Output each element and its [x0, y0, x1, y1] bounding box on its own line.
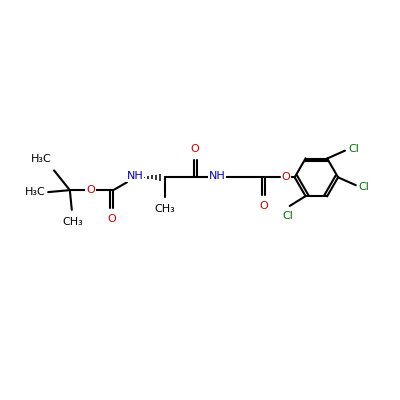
Text: O: O [108, 214, 117, 224]
Text: Cl: Cl [348, 144, 359, 154]
Text: CH₃: CH₃ [154, 204, 175, 214]
Text: O: O [191, 144, 200, 154]
Text: O: O [282, 172, 290, 182]
Text: CH₃: CH₃ [62, 217, 83, 227]
Text: O: O [260, 201, 268, 211]
Text: NH: NH [208, 171, 225, 181]
Text: Cl: Cl [282, 211, 293, 221]
Text: O: O [86, 185, 95, 195]
Text: H₃C: H₃C [24, 187, 45, 197]
Text: Cl: Cl [359, 182, 370, 192]
Text: H₃C: H₃C [31, 154, 52, 164]
Text: NH: NH [126, 171, 143, 181]
